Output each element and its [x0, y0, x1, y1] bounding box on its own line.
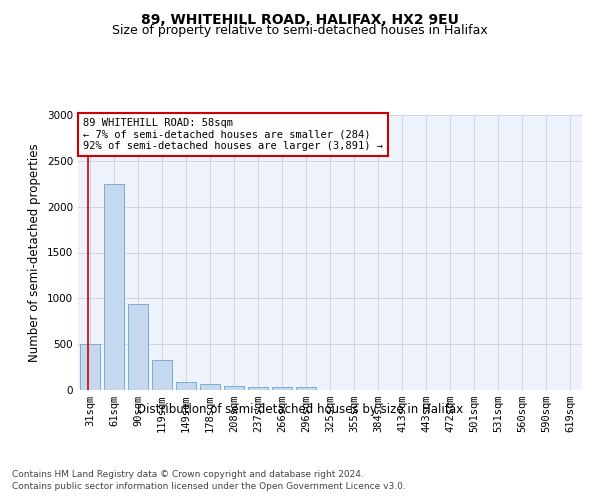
Bar	[248, 387, 268, 390]
Y-axis label: Number of semi-detached properties: Number of semi-detached properties	[28, 143, 41, 362]
Bar	[128, 304, 148, 390]
Bar	[224, 386, 244, 390]
Text: Contains public sector information licensed under the Open Government Licence v3: Contains public sector information licen…	[12, 482, 406, 491]
Bar	[176, 382, 196, 390]
Bar	[296, 387, 316, 390]
Bar	[152, 360, 172, 390]
Bar	[200, 384, 220, 390]
Text: 89, WHITEHILL ROAD, HALIFAX, HX2 9EU: 89, WHITEHILL ROAD, HALIFAX, HX2 9EU	[141, 12, 459, 26]
Bar	[104, 184, 124, 390]
Text: Distribution of semi-detached houses by size in Halifax: Distribution of semi-detached houses by …	[137, 402, 463, 415]
Text: 89 WHITEHILL ROAD: 58sqm
← 7% of semi-detached houses are smaller (284)
92% of s: 89 WHITEHILL ROAD: 58sqm ← 7% of semi-de…	[83, 118, 383, 151]
Text: Size of property relative to semi-detached houses in Halifax: Size of property relative to semi-detach…	[112, 24, 488, 37]
Bar	[272, 387, 292, 390]
Bar	[80, 344, 100, 390]
Text: Contains HM Land Registry data © Crown copyright and database right 2024.: Contains HM Land Registry data © Crown c…	[12, 470, 364, 479]
